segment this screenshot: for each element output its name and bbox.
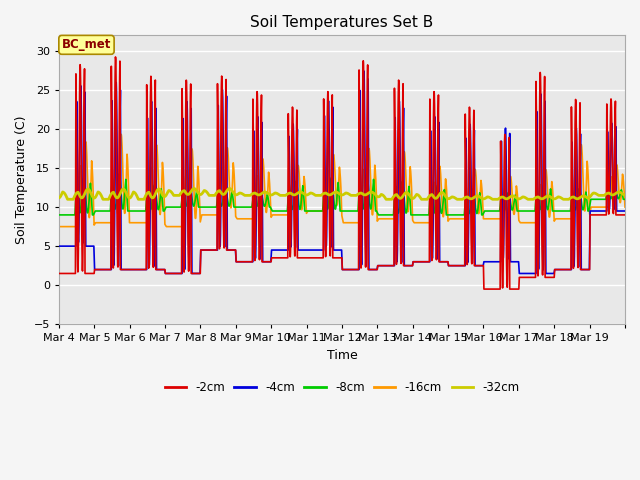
Title: Soil Temperatures Set B: Soil Temperatures Set B xyxy=(250,15,434,30)
Y-axis label: Soil Temperature (C): Soil Temperature (C) xyxy=(15,116,28,244)
Legend: -2cm, -4cm, -8cm, -16cm, -32cm: -2cm, -4cm, -8cm, -16cm, -32cm xyxy=(160,377,524,399)
X-axis label: Time: Time xyxy=(326,349,357,362)
Text: BC_met: BC_met xyxy=(62,38,111,51)
